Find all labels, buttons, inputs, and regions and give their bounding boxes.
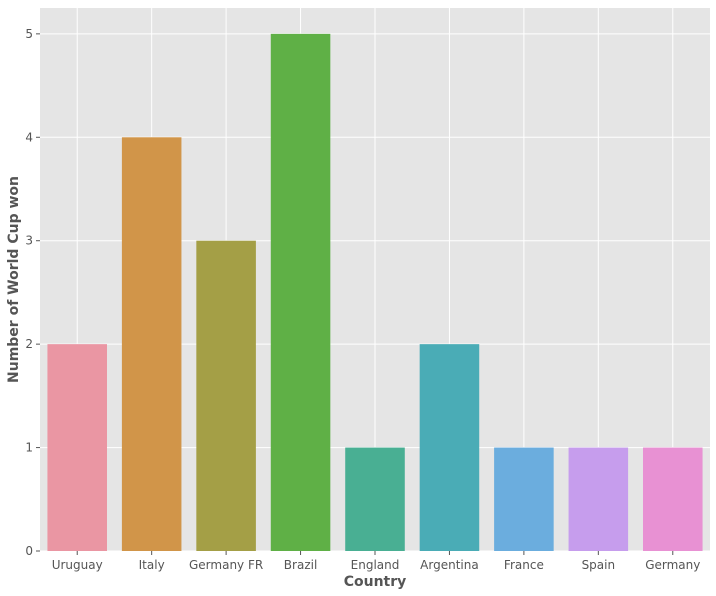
x-tick-label: Italy xyxy=(139,558,165,572)
y-tick-label: 2 xyxy=(25,337,33,351)
bar-france xyxy=(494,447,554,551)
bar-brazil xyxy=(270,33,331,552)
y-tick-label: 3 xyxy=(25,234,33,248)
x-tick-label: Germany FR xyxy=(189,558,263,572)
bar-spain xyxy=(568,447,629,551)
bar-uruguay xyxy=(47,344,107,551)
bars xyxy=(47,33,703,552)
x-tick-label: Germany xyxy=(645,558,700,572)
x-axis-ticks: Uruguay Italy Germany FR Brazil England Argen… xyxy=(52,551,700,572)
x-tick-label: France xyxy=(504,558,544,572)
bar-argentina xyxy=(419,344,480,551)
y-tick-label: 4 xyxy=(25,130,33,144)
y-tick-label: 1 xyxy=(25,441,33,455)
bar-germany xyxy=(643,447,703,551)
bar-germany-fr xyxy=(196,240,256,551)
y-tick-label: 0 xyxy=(25,544,33,558)
x-tick-label: Brazil xyxy=(284,558,318,572)
bar-italy xyxy=(121,137,182,552)
bar-england xyxy=(345,447,405,551)
x-tick-label: England xyxy=(351,558,400,572)
y-tick-label: 5 xyxy=(25,27,33,41)
y-axis-label: Number of World Cup won xyxy=(6,176,22,383)
x-axis-label: Country xyxy=(344,574,407,590)
x-tick-label: Uruguay xyxy=(52,558,103,572)
x-tick-label: Spain xyxy=(582,558,616,572)
x-tick-label: Argentina xyxy=(420,558,479,572)
y-axis-ticks: 0 1 2 3 4 5 xyxy=(25,27,40,558)
